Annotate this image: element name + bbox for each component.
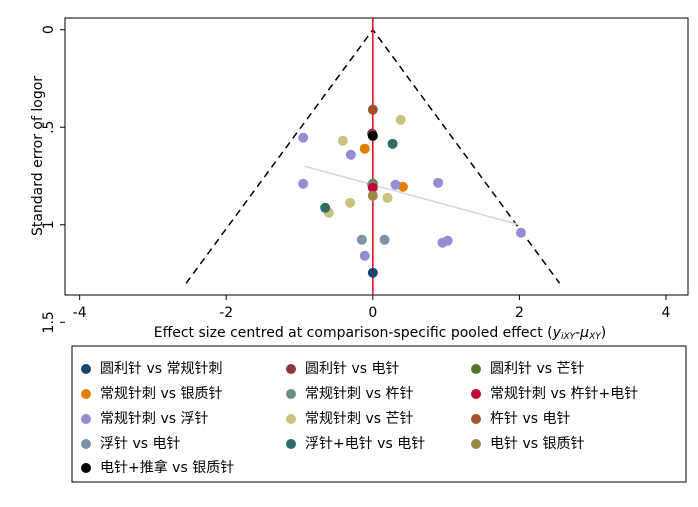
point (345, 149, 356, 160)
legend-label: 常规针刺 vs 浮针 (100, 411, 208, 427)
y-tick-label: 0 (41, 25, 57, 34)
legend-marker (81, 389, 91, 399)
legend-marker (81, 414, 91, 424)
x-tick-label: -2 (219, 305, 233, 321)
point (390, 179, 401, 190)
legend-label: 常规针刺 vs 芒针 (305, 411, 413, 427)
point (298, 132, 309, 143)
point (298, 178, 309, 189)
point (359, 250, 370, 261)
plot-frame (64, 17, 689, 296)
y-tick-label: 1.5 (41, 311, 57, 333)
legend-marker (81, 463, 91, 473)
legend-label: 圆利针 vs 芒针 (490, 361, 584, 377)
point (515, 227, 526, 238)
legend-marker (286, 414, 296, 424)
point (320, 202, 331, 213)
legend-label: 常规针刺 vs 银质针 (100, 386, 222, 402)
point (387, 138, 398, 149)
point (345, 197, 356, 208)
x-tick-label: 2 (515, 305, 524, 321)
point (367, 104, 378, 115)
legend-marker (81, 364, 91, 374)
legend-marker (471, 439, 481, 449)
point (382, 192, 393, 203)
legend-label: 常规针刺 vs 杵针+电针 (490, 386, 638, 402)
legend-marker (471, 414, 481, 424)
point (367, 182, 378, 193)
fit-line (304, 165, 520, 226)
x-tick-label: 4 (662, 305, 671, 321)
legend-label: 圆利针 vs 电针 (305, 361, 399, 377)
legend-label: 电针+推拿 vs 银质针 (100, 459, 234, 476)
y-axis-title: Standard error of logor (30, 76, 46, 236)
legend-label: 杵针 vs 电针 (490, 411, 570, 427)
legend-marker (471, 364, 481, 374)
legend-label: 浮针+电针 vs 电针 (305, 436, 425, 452)
point (356, 234, 367, 245)
point (367, 267, 378, 278)
legend-label: 浮针 vs 电针 (100, 436, 180, 452)
x-tick-label: 0 (368, 305, 377, 321)
legend-label: 电针 vs 银质针 (490, 436, 584, 452)
legend-marker (286, 389, 296, 399)
y-tick-label: .5 (41, 121, 57, 134)
legend-marker (286, 439, 296, 449)
point (359, 143, 370, 154)
point (337, 135, 348, 146)
point (395, 114, 406, 125)
x-tick-label: -4 (73, 305, 87, 321)
point (367, 190, 378, 201)
point (367, 130, 378, 141)
y-tick-label: 1 (41, 220, 57, 229)
point (433, 177, 444, 188)
legend-marker (471, 389, 481, 399)
legend-marker (286, 364, 296, 374)
legend-box (71, 345, 687, 483)
x-axis-title: Effect size centred at comparison-specif… (154, 325, 606, 342)
point (442, 235, 453, 246)
legend-marker (81, 439, 91, 449)
legend-label: 圆利针 vs 常规针刺 (100, 361, 222, 377)
point (379, 234, 390, 245)
legend-label: 常规针刺 vs 杵针 (305, 386, 413, 402)
